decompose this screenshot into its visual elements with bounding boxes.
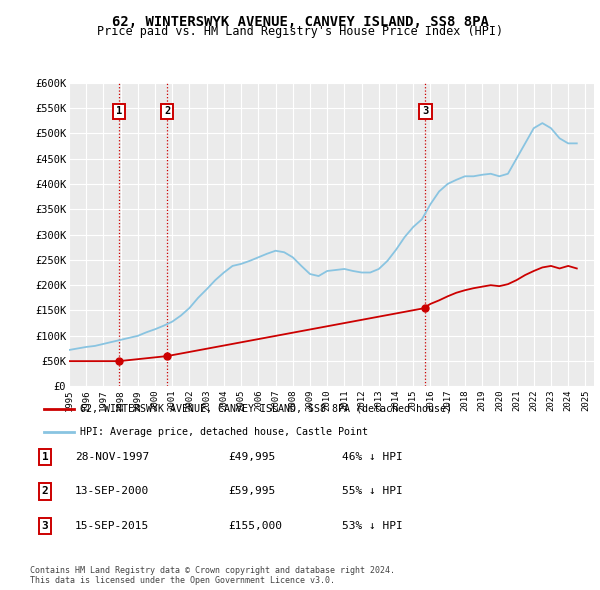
Text: Price paid vs. HM Land Registry's House Price Index (HPI): Price paid vs. HM Land Registry's House … [97, 25, 503, 38]
Text: Contains HM Land Registry data © Crown copyright and database right 2024.
This d: Contains HM Land Registry data © Crown c… [30, 566, 395, 585]
Text: 2: 2 [164, 106, 170, 116]
Text: 15-SEP-2015: 15-SEP-2015 [75, 521, 149, 530]
Text: 62, WINTERSWYK AVENUE, CANVEY ISLAND, SS8 8PA: 62, WINTERSWYK AVENUE, CANVEY ISLAND, SS… [112, 15, 488, 29]
Text: 13-SEP-2000: 13-SEP-2000 [75, 487, 149, 496]
Text: £59,995: £59,995 [228, 487, 275, 496]
Text: HPI: Average price, detached house, Castle Point: HPI: Average price, detached house, Cast… [80, 427, 368, 437]
Text: 1: 1 [116, 106, 122, 116]
Text: 1: 1 [41, 453, 49, 462]
Text: £155,000: £155,000 [228, 521, 282, 530]
Text: 53% ↓ HPI: 53% ↓ HPI [342, 521, 403, 530]
Text: 3: 3 [422, 106, 428, 116]
Text: 55% ↓ HPI: 55% ↓ HPI [342, 487, 403, 496]
Text: 62, WINTERSWYK AVENUE, CANVEY ISLAND, SS8 8PA (detached house): 62, WINTERSWYK AVENUE, CANVEY ISLAND, SS… [80, 404, 452, 414]
Text: 46% ↓ HPI: 46% ↓ HPI [342, 453, 403, 462]
Text: 28-NOV-1997: 28-NOV-1997 [75, 453, 149, 462]
Text: 2: 2 [41, 487, 49, 496]
Text: 3: 3 [41, 521, 49, 530]
Text: £49,995: £49,995 [228, 453, 275, 462]
